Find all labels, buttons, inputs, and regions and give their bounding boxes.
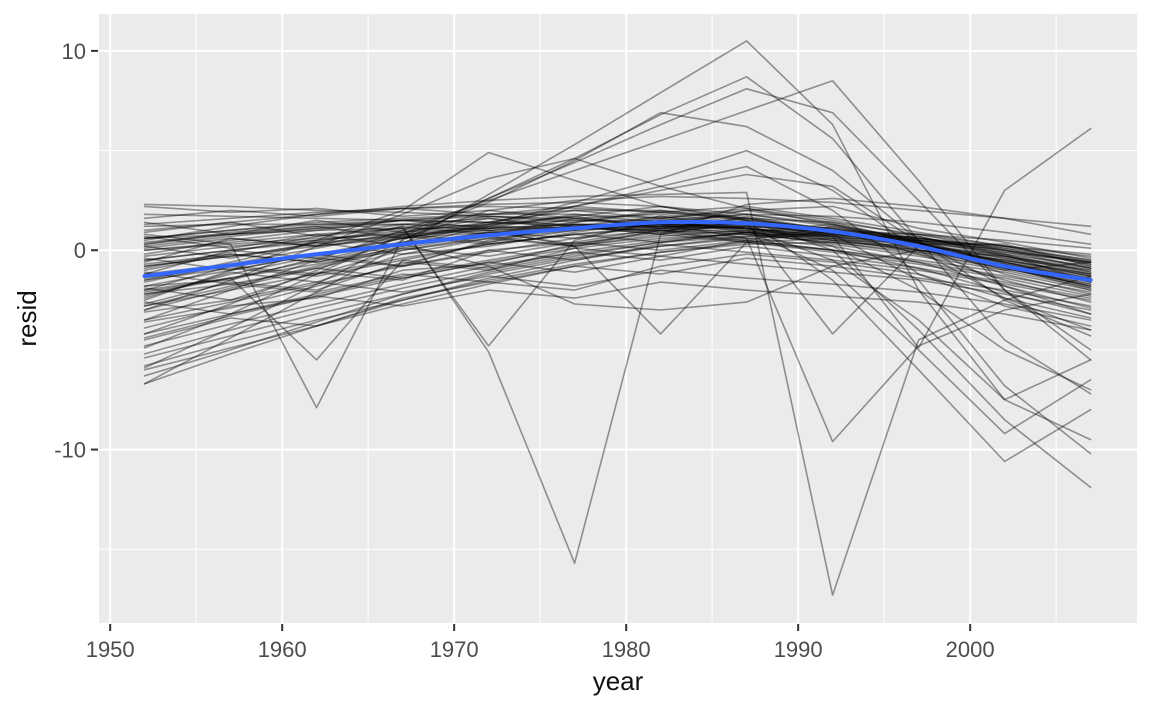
country-residual-line	[143, 205, 1092, 311]
country-residual-line	[143, 223, 1092, 335]
country-residual-line	[143, 235, 1092, 355]
country-residual-line	[143, 225, 1092, 329]
country-residual-line	[143, 88, 1092, 351]
y-tick-label: -10	[54, 438, 86, 463]
country-residual-line	[143, 219, 1092, 435]
country-residual-line	[143, 229, 1092, 309]
country-residual-line	[143, 205, 1092, 297]
country-residual-line	[143, 215, 1092, 277]
country-residual-line	[143, 233, 1092, 291]
country-residual-line	[143, 197, 1092, 565]
country-residual-line	[143, 227, 1092, 285]
major-gridlines-layer	[99, 14, 1137, 623]
country-residual-line	[143, 231, 1092, 289]
country-residual-line	[143, 165, 1092, 327]
x-tick-label: 1950	[86, 637, 135, 662]
country-residual-line	[143, 213, 1092, 266]
country-residual-line	[143, 213, 1092, 347]
country-residual-line	[143, 191, 1092, 596]
country-residual-line	[143, 76, 1092, 395]
country-residual-line	[143, 231, 1092, 385]
country-residual-line	[143, 215, 1092, 443]
country-residual-line	[143, 229, 1092, 335]
country-residual-line	[143, 225, 1092, 361]
country-residual-line	[143, 205, 1092, 455]
country-residual-line	[143, 149, 1092, 331]
country-residual-line	[143, 233, 1092, 339]
country-residual-line	[143, 209, 1092, 270]
tick-labels-layer: 1950 1960 1970 1980 1990 2000 10 0 -10	[54, 39, 994, 662]
country-residual-line	[143, 239, 1092, 315]
country-residual-line	[143, 237, 1092, 371]
country-residual-line	[143, 151, 1092, 301]
country-residual-line	[143, 157, 1092, 311]
minor-gridlines-layer	[99, 14, 1137, 623]
country-residual-line	[143, 205, 1092, 272]
x-tick-label: 2000	[946, 637, 995, 662]
country-residual-line	[143, 227, 1092, 281]
country-residual-line	[143, 221, 1092, 313]
country-residual-line	[143, 213, 1092, 391]
y-axis-title: resid	[12, 290, 42, 346]
country-residual-line	[143, 225, 1092, 321]
country-residual-line	[143, 80, 1092, 361]
smooth-trend-line	[142, 219, 1093, 283]
smooth-trend-layer	[142, 219, 1093, 283]
country-residual-line	[143, 255, 1092, 311]
country-residual-line	[143, 221, 1092, 287]
plot-panel	[99, 14, 1137, 623]
country-residual-line	[143, 239, 1092, 293]
x-tick-label: 1980	[602, 637, 651, 662]
y-tick-label: 10	[62, 39, 86, 64]
country-residual-line	[143, 225, 1092, 283]
country-residual-line	[143, 269, 1092, 321]
country-residual-line	[143, 40, 1092, 441]
country-residual-line	[143, 223, 1092, 293]
country-residual-line	[143, 215, 1092, 274]
x-tick-label: 1960	[258, 637, 307, 662]
country-residual-line	[143, 223, 1092, 279]
country-residual-line	[143, 245, 1092, 299]
country-residual-line	[143, 201, 1092, 463]
country-residual-line	[143, 195, 1092, 409]
x-tick-label: 1990	[774, 637, 823, 662]
country-residual-line	[143, 257, 1092, 307]
x-tick-label: 1970	[430, 637, 479, 662]
axis-ticks-layer	[91, 49, 972, 631]
country-residual-line	[143, 223, 1092, 307]
country-residual-line	[143, 253, 1092, 341]
x-axis-title: year	[593, 666, 644, 696]
country-residual-line	[143, 207, 1092, 283]
country-residual-line	[143, 233, 1092, 359]
country-residual-line	[143, 127, 1092, 377]
country-residual-line	[143, 281, 1092, 331]
country-residual-line	[143, 231, 1092, 347]
y-tick-label: 0	[74, 238, 86, 263]
country-residual-line	[143, 229, 1092, 297]
country-residual-line	[143, 209, 1092, 489]
